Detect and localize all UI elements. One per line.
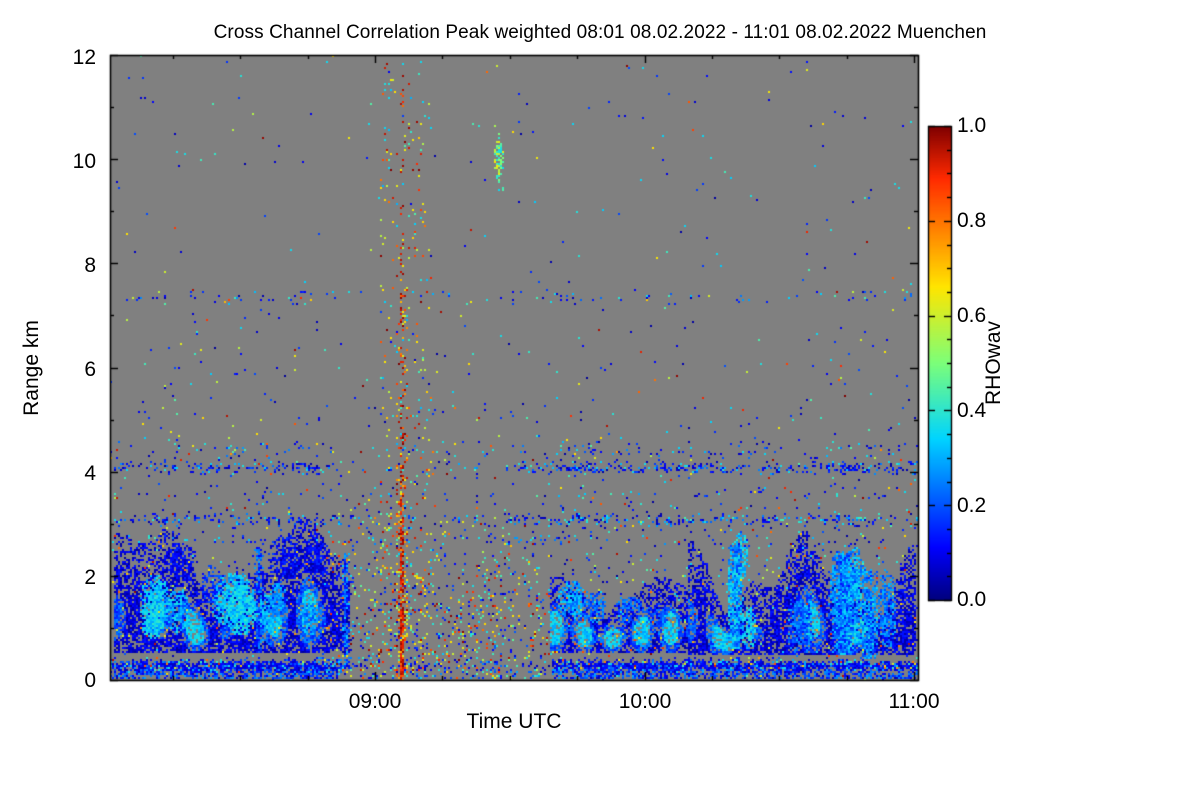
x-axis-label: Time UTC	[466, 710, 562, 733]
y-tick-label-10: 10	[72, 150, 96, 173]
y-tick-label-2: 2	[84, 566, 96, 589]
y-tick-label-6: 6	[84, 358, 96, 381]
y-tick-label-4: 4	[84, 462, 96, 485]
x-tick-label-1100: 11:00	[888, 690, 940, 713]
y-axis-label: Range km	[20, 320, 43, 416]
colorbar-label: RHOwav	[982, 320, 1005, 406]
y-tick-label-8: 8	[84, 254, 96, 277]
colorbar-tick-label-0_6: 0.6	[957, 304, 987, 327]
x-tick-label-0900: 09:00	[348, 690, 402, 713]
y-tick-label-12: 12	[72, 46, 96, 69]
x-tick-label-1000: 10:00	[618, 690, 672, 713]
colorbar-tick-label-0_0: 0.0	[957, 588, 987, 611]
colorbar-tick-label-0_8: 0.8	[957, 209, 987, 232]
colorbar-tick-label-1_0: 1.0	[957, 114, 987, 137]
chart-title: Cross Channel Correlation Peak weighted …	[213, 22, 987, 43]
y-tick-label-0: 0	[84, 669, 96, 692]
colorbar-tick-label-0_2: 0.2	[957, 494, 987, 517]
colorbar-tick-label-0_4: 0.4	[957, 399, 987, 422]
